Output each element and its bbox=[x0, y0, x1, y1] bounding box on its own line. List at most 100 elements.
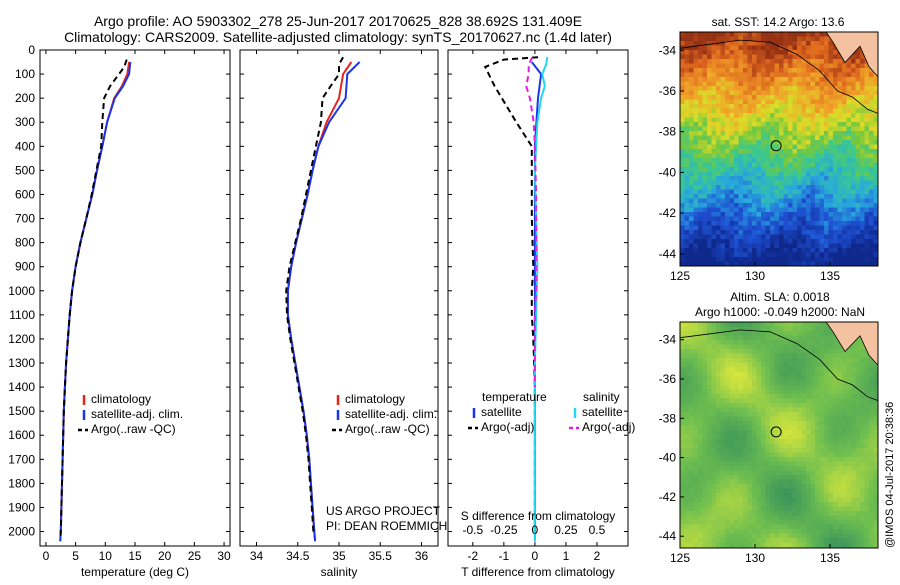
map-cell bbox=[860, 452, 865, 458]
map-cell bbox=[797, 189, 802, 195]
map-cell bbox=[828, 331, 834, 336]
map-cell bbox=[779, 497, 784, 503]
map-cell bbox=[680, 403, 685, 408]
map-cell bbox=[846, 506, 852, 512]
map-cell bbox=[873, 511, 878, 516]
map-cell bbox=[842, 257, 847, 262]
map-cell bbox=[702, 113, 708, 118]
map-cell bbox=[869, 479, 874, 485]
map-cell bbox=[819, 335, 825, 341]
map-cell bbox=[851, 493, 856, 498]
map-cell bbox=[819, 358, 825, 363]
map-cell bbox=[833, 126, 838, 132]
map-cell bbox=[707, 140, 712, 145]
map-cell bbox=[743, 252, 748, 258]
map-cell bbox=[824, 243, 829, 249]
map-cell bbox=[824, 36, 829, 42]
map-cell bbox=[801, 59, 807, 64]
map-cell bbox=[734, 493, 739, 498]
map-cell bbox=[743, 99, 748, 105]
map-cell bbox=[774, 122, 780, 127]
map-cell bbox=[702, 32, 708, 37]
map-cell bbox=[716, 533, 721, 539]
map-cell bbox=[729, 117, 735, 123]
map-cell bbox=[828, 425, 834, 431]
map-cell bbox=[855, 452, 861, 458]
map-cell bbox=[680, 99, 685, 105]
map-cell bbox=[833, 149, 838, 154]
map-cell bbox=[779, 389, 784, 395]
map-cell bbox=[801, 225, 807, 231]
map-cell bbox=[720, 529, 726, 534]
y-tick-label: 200 bbox=[15, 91, 35, 105]
map-cell bbox=[873, 248, 878, 253]
map-cell bbox=[837, 497, 843, 503]
map-cell bbox=[797, 108, 802, 114]
map-cell bbox=[873, 122, 878, 127]
map-cell bbox=[806, 113, 811, 118]
map-cell bbox=[846, 72, 852, 78]
map-cell bbox=[855, 430, 861, 435]
map-cell bbox=[698, 488, 703, 494]
map-cell bbox=[869, 203, 874, 208]
map-cell bbox=[788, 131, 793, 136]
map-cell bbox=[698, 108, 703, 114]
map-cell bbox=[770, 122, 775, 127]
map-cell bbox=[689, 511, 694, 516]
map-cell bbox=[860, 475, 865, 480]
map-cell bbox=[707, 261, 712, 266]
map-cell bbox=[716, 45, 721, 51]
map-cell bbox=[810, 524, 816, 530]
map-cell bbox=[846, 171, 852, 177]
map-cell bbox=[752, 185, 757, 190]
map-cell bbox=[837, 515, 843, 521]
map-cell bbox=[770, 104, 775, 109]
map-cell bbox=[801, 448, 807, 453]
map-cell bbox=[747, 162, 753, 168]
map-cell bbox=[774, 158, 780, 163]
map-cell bbox=[869, 403, 874, 408]
map-cell bbox=[693, 497, 699, 503]
map-cell bbox=[747, 90, 753, 96]
map-cell bbox=[824, 493, 829, 498]
map-cell bbox=[698, 448, 703, 453]
map-cell bbox=[815, 104, 820, 109]
map-cell bbox=[860, 176, 865, 181]
map-cell bbox=[774, 54, 780, 60]
map-cell bbox=[774, 243, 780, 249]
map-cell bbox=[855, 117, 861, 123]
map-cell bbox=[747, 239, 753, 244]
map-cell bbox=[680, 529, 685, 534]
map-cell bbox=[770, 344, 775, 350]
map-cell bbox=[837, 248, 843, 253]
map-cell bbox=[756, 122, 762, 127]
map-cell bbox=[869, 185, 874, 190]
map-cell bbox=[819, 457, 825, 462]
map-cell bbox=[873, 367, 878, 372]
map-cell bbox=[797, 248, 802, 253]
map-cell bbox=[837, 538, 843, 543]
map-cell bbox=[797, 466, 802, 471]
map-cell bbox=[684, 72, 690, 78]
map-cell bbox=[779, 207, 784, 213]
map-cell bbox=[684, 63, 690, 69]
map-cell bbox=[720, 457, 726, 462]
map-cell bbox=[752, 59, 757, 64]
map-cell bbox=[693, 234, 699, 240]
map-cell bbox=[707, 371, 712, 377]
map-cell bbox=[842, 68, 847, 73]
map-cell bbox=[680, 421, 685, 426]
map-cell bbox=[725, 81, 730, 87]
map-cell bbox=[689, 349, 694, 354]
map-cell bbox=[720, 104, 726, 109]
map-cell bbox=[792, 176, 798, 181]
map-cell bbox=[783, 412, 789, 417]
map-cell bbox=[743, 322, 748, 327]
map-cell bbox=[716, 149, 721, 154]
map-cell bbox=[792, 493, 798, 498]
map-cell bbox=[846, 475, 852, 480]
map-cell bbox=[684, 367, 690, 372]
map-cell bbox=[747, 488, 753, 494]
map-cell bbox=[689, 466, 694, 471]
map-cell bbox=[833, 394, 838, 399]
